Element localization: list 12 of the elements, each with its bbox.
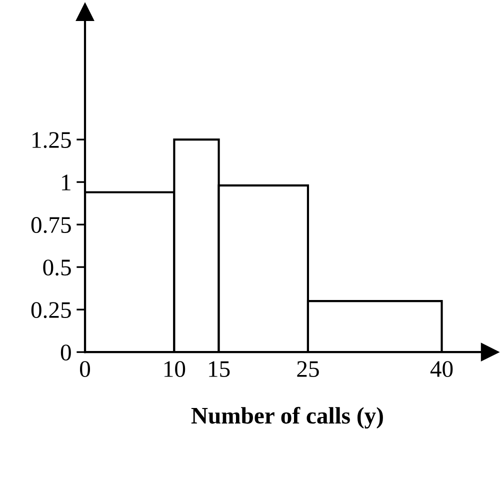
x-tick-label: 40	[430, 361, 453, 378]
x-tick-label: 10	[164, 361, 186, 378]
y-tick-label: 0	[60, 344, 71, 361]
x-tick-label: 15	[209, 361, 230, 378]
y-tick-label: 0.5	[43, 260, 71, 276]
y-tick-label: 1	[62, 174, 70, 190]
x-tick-label: 0	[80, 361, 90, 378]
x-axis-title: Number of calls (y)	[191, 406, 383, 429]
x-tick-label: 25	[297, 361, 319, 378]
y-tick-label: 1.25	[32, 132, 71, 148]
y-tick-label: 0.75	[31, 217, 71, 234]
y-tick-label: 0.25	[31, 302, 71, 318]
